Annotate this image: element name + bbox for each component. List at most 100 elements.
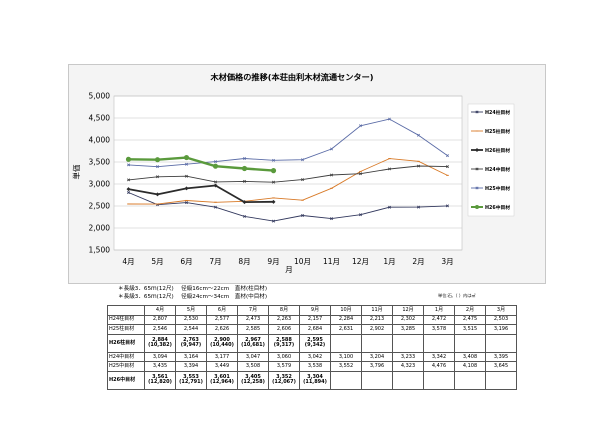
data-point (388, 167, 391, 171)
table-cell: 2,263 (268, 314, 300, 326)
table-cell (423, 333, 455, 353)
cell-value: 2,902 (369, 325, 385, 332)
cell-volume: (10,681) (241, 342, 265, 349)
cell-value: 3,561 (152, 374, 168, 381)
table-header-cell: 3月 (485, 305, 517, 316)
cell-value: 2,157 (307, 316, 323, 323)
series-line (128, 165, 448, 183)
series-line (128, 156, 274, 172)
cell-value: 2,473 (245, 316, 261, 323)
table-cell (361, 333, 393, 353)
table-cell (454, 370, 486, 390)
legend-label: H25中目材 (485, 185, 510, 192)
data-point (301, 158, 304, 162)
cell-volume: (12,258) (241, 379, 265, 386)
cell-volume: (10,440) (210, 342, 234, 349)
cell-volume: (9,947) (180, 342, 202, 349)
cell-value: 2,472 (431, 316, 447, 323)
x-tick-label: 8月 (238, 257, 250, 266)
data-point (214, 180, 217, 184)
table-row: H24柱目材 2,807 2,530 2,577 2,473 2,263 2,157 2,28… (107, 314, 517, 326)
table-cell: 2,684 (299, 324, 331, 335)
data-point (272, 219, 275, 223)
table-header-row: 4月 5月 6月 7月 8月 9月 10月 11月 12月 1月 2月 3月 (107, 305, 517, 316)
data-point (185, 174, 188, 178)
data-point (243, 179, 246, 183)
table-header-cell: 11月 (361, 305, 393, 316)
table-cell: 3,552 (330, 361, 362, 372)
data-point (330, 217, 333, 221)
x-tick-label: 11月 (323, 257, 340, 266)
table-cell: 2,884 (10,382) (144, 333, 176, 353)
data-point (127, 191, 130, 194)
table-cell: 2,595 (9,342) (299, 333, 331, 353)
cell-value: 2,302 (400, 316, 416, 323)
table-cell: 2,807 (144, 314, 176, 326)
cell-value: 2,900 (214, 337, 230, 344)
table-cell: 2,588 (9,317) (268, 333, 300, 353)
cell-value: 3,578 (431, 325, 447, 332)
table-cell: 3,601 (12,964) (206, 370, 238, 390)
data-point (417, 205, 420, 209)
table-cell: 2,302 (392, 314, 424, 326)
cell-value: 3,515 (462, 325, 478, 332)
cell-volume: (12,791) (179, 379, 203, 386)
table-cell: 3,094 (144, 351, 176, 363)
data-point (271, 199, 276, 204)
cell-value: 3,342 (431, 353, 447, 360)
series-line (128, 158, 448, 205)
cell-value: 3,508 (245, 363, 261, 370)
table-row: H24中目材 3,094 3,164 3,177 3,047 3,060 3,042 3,10… (107, 351, 517, 363)
data-point (475, 148, 479, 152)
cell-value: 2,606 (276, 325, 292, 332)
cell-value: 2,284 (338, 316, 354, 323)
x-tick-label: 7月 (209, 257, 221, 266)
data-point (127, 163, 130, 167)
cell-value: 3,196 (493, 325, 509, 332)
table-cell: 2,902 (361, 324, 393, 335)
data-point (185, 201, 188, 205)
cell-value: 2,263 (276, 316, 292, 323)
cell-value: 2,577 (214, 316, 230, 323)
table-cell: 2,472 (423, 314, 455, 326)
table-row: H25柱目材 2,546 2,544 2,626 2,585 2,606 2,684 2,63… (107, 324, 517, 335)
note-pillar-spec: ＊長級3．65ｍ(12尺) 径級16cm〜22cm 直材(柱目材) (118, 286, 268, 292)
legend (467, 103, 515, 217)
table-cell: 3,538 (299, 361, 331, 372)
cell-value: 2,213 (369, 316, 385, 323)
data-point (359, 213, 362, 217)
cell-value: 3,394 (183, 363, 199, 370)
table-cell: 3,796 (361, 361, 393, 372)
data-point (388, 205, 391, 209)
table-cell: 2,626 (206, 324, 238, 335)
table-cell (392, 333, 424, 353)
table-cell: 2,763 (9,947) (175, 333, 207, 353)
cell-value: 2,544 (183, 325, 199, 332)
chart-title: 木材価格の推移(本荘由利木材流通センター) (209, 72, 373, 82)
data-point (446, 204, 449, 208)
data-point (214, 160, 217, 164)
data-point (475, 205, 479, 209)
data-point (388, 117, 391, 121)
table-cell (423, 370, 455, 390)
table-header-cell: 8月 (268, 305, 300, 316)
table-cell: 3,508 (237, 361, 269, 372)
cell-value: 3,601 (214, 374, 230, 381)
cell-value: 2,475 (462, 316, 478, 323)
table-cell: 3,394 (175, 361, 207, 372)
table-cell: 3,342 (423, 351, 455, 363)
y-tick-label: 5,000 (89, 92, 111, 101)
data-point (156, 175, 159, 179)
cell-value: 3,285 (400, 325, 416, 332)
table-cell: 3,100 (330, 351, 362, 363)
table-header-cell: 12月 (392, 305, 424, 316)
table-cell: 2,544 (175, 324, 207, 335)
table-cell: 2,900 (10,440) (206, 333, 238, 353)
series-line (128, 184, 274, 203)
y-tick-label: 4,000 (89, 136, 111, 145)
table-cell: 3,449 (206, 361, 238, 372)
cell-value: 2,684 (307, 325, 323, 332)
data-point (184, 186, 189, 191)
cell-value: 4,476 (431, 363, 447, 370)
table-cell: 3,352 (12,067) (268, 370, 300, 390)
